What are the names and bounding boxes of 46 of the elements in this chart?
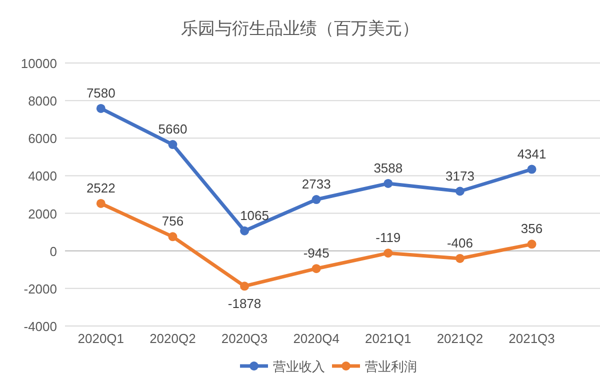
y-tick-label: 4000 [28,168,57,184]
data-label: 4341 [517,146,546,162]
data-label: -945 [303,246,330,261]
data-label: -1878 [228,296,262,312]
point [168,232,178,242]
data-label: -406 [446,235,473,250]
data-label: 3173 [446,168,474,184]
x-tick-label: 2021Q2 [436,331,484,346]
y-tick-label: -2000 [24,281,57,296]
point [384,178,393,188]
x-tick-label: 2021Q3 [508,331,555,346]
y-tick-label: 2000 [28,206,57,222]
y-tick-label: -4000 [24,319,57,334]
data-label: 1065 [240,208,269,223]
y-tick-label: 8000 [28,94,57,109]
point [455,186,464,196]
y-tick-label: 10000 [20,56,57,71]
data-label: 7580 [86,85,116,100]
data-label: 756 [162,214,184,229]
point [312,195,321,204]
point [96,104,106,113]
y-tick-label: 6000 [28,131,57,146]
data-label: 2522 [86,180,116,196]
data-label: 2733 [302,176,331,192]
x-tick-label: 2020Q1 [78,331,124,346]
legend-label: 营业收入 [273,359,325,374]
data-label: 356 [520,221,543,236]
y-tick-label: 0 [50,244,57,259]
x-tick-label: 2021Q1 [365,331,412,346]
data-label: 3588 [374,160,403,176]
point [240,226,250,236]
point [527,240,536,249]
x-tick-label: 2020Q3 [221,331,268,346]
legend-label: 营业利润 [365,359,417,374]
point [527,164,536,174]
data-label: 5660 [158,122,188,137]
point [312,264,321,274]
point [96,198,106,208]
point [240,282,250,291]
chart-title: 乐园与衍生品业绩（百万美元） [181,19,419,38]
x-tick-label: 2020Q2 [150,331,196,346]
x-tick-label: 2020Q4 [293,331,340,346]
point [384,248,393,258]
data-label: -119 [376,230,401,246]
point [168,140,178,150]
point [455,254,464,263]
